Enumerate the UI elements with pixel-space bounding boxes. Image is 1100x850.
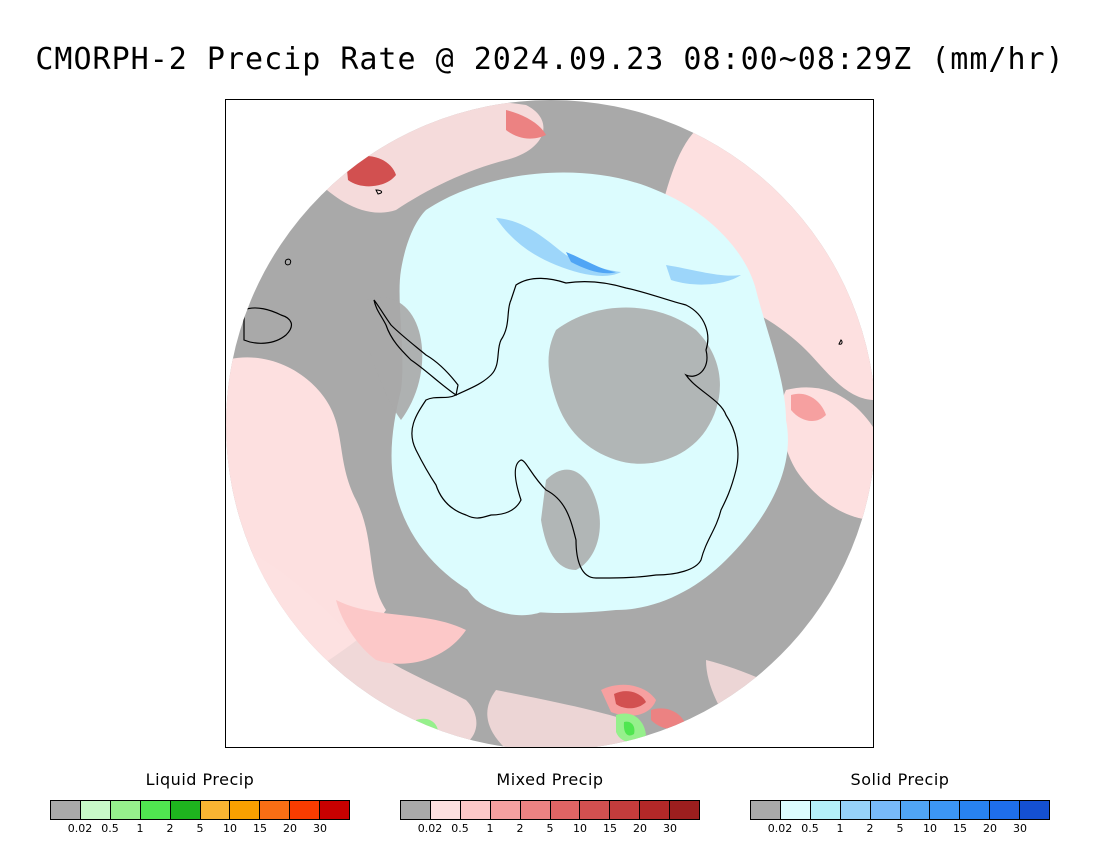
legend-tick-label: 2 [516, 822, 524, 835]
legend-tick-label: 0.5 [451, 822, 469, 835]
legend-tick-label: 10 [923, 822, 937, 835]
mixed-precip-core-northwest [346, 155, 396, 187]
legend-color-box [840, 801, 871, 819]
legend-color-box [670, 801, 700, 819]
legend-color-box [260, 801, 291, 819]
legend-title: Liquid Precip [145, 770, 255, 789]
legend-tick-label: 5 [896, 822, 904, 835]
antarctica-coastline [411, 277, 739, 579]
legend-tick-label: 20 [283, 822, 297, 835]
island-coastline-3 [838, 339, 843, 345]
legend-tick-label: 20 [983, 822, 997, 835]
mixed-precip-core-east [791, 393, 826, 422]
legend-color-box [230, 801, 261, 819]
legend-mixed-precip: Mixed Precip 0.02 0.5 1 2 5 10 15 20 30 [400, 770, 700, 836]
solid-precip-band-3 [666, 265, 741, 285]
antarctic-peninsula-coastline [373, 299, 459, 396]
polar-precip-map [226, 100, 873, 747]
legend-tick-label: 10 [223, 822, 237, 835]
mixed-precip-core-north [506, 110, 546, 139]
solid-precip-streak-north [426, 239, 686, 295]
legend-tick-label: 2 [866, 822, 874, 835]
legend-color-box [550, 801, 581, 819]
legend-ticks: 0.02 0.5 1 2 5 10 15 20 30 [400, 822, 700, 836]
legend-tick-label: 2 [166, 822, 174, 835]
legend-tick-label: 0.02 [67, 822, 93, 835]
legend-color-box [990, 801, 1021, 819]
legend-tick-label: 1 [836, 822, 844, 835]
legend-color-box [870, 801, 901, 819]
legend-color-box [580, 801, 611, 819]
legend-tick-label: 30 [663, 822, 677, 835]
legend-color-bar [750, 800, 1050, 820]
legend-color-box [170, 801, 201, 819]
legend-tick-label: 5 [196, 822, 204, 835]
island-coastline-2 [375, 189, 383, 195]
legend-color-box [900, 801, 931, 819]
island-coastline-1 [284, 258, 292, 266]
legend-color-box [780, 801, 811, 819]
no-precip-patch-peninsula [366, 297, 423, 420]
legend-tick-label: 15 [953, 822, 967, 835]
legend-ticks: 0.02 0.5 1 2 5 10 15 20 30 [50, 822, 350, 836]
legend-color-box [460, 801, 491, 819]
legend-tick-label: 1 [136, 822, 144, 835]
legend-ticks: 0.02 0.5 1 2 5 10 15 20 30 [750, 822, 1050, 836]
map-frame [225, 99, 874, 748]
map-title: CMORPH-2 Precip Rate @ 2024.09.23 08:00~… [35, 42, 1065, 77]
legend-tick-label: 1 [486, 822, 494, 835]
legend-color-box [640, 801, 671, 819]
mixed-precip-core-southeast [651, 708, 686, 730]
mixed-precip-core-south-inner [614, 691, 646, 709]
legend-color-box [960, 801, 991, 819]
legend-color-box [200, 801, 231, 819]
legend-color-box [140, 801, 171, 819]
legend-color-box [610, 801, 641, 819]
legend-color-box [751, 801, 781, 819]
legend-color-box [490, 801, 521, 819]
legend-liquid-precip: Liquid Precip 0.02 0.5 1 2 5 10 15 20 30 [50, 770, 350, 836]
legend-color-box [401, 801, 431, 819]
legend-color-box [290, 801, 321, 819]
legend-tick-label: 0.02 [417, 822, 443, 835]
legend-tick-label: 30 [313, 822, 327, 835]
legend-color-box [110, 801, 141, 819]
mixed-precip-band [336, 600, 466, 664]
south-america-coastline [243, 307, 293, 344]
legend-color-box [1020, 801, 1050, 819]
legend-color-box [320, 801, 350, 819]
legend-color-box [810, 801, 841, 819]
legend-tick-label: 0.5 [101, 822, 119, 835]
legend-tick-label: 10 [573, 822, 587, 835]
legend-color-bar [50, 800, 350, 820]
legend-solid-precip: Solid Precip 0.02 0.5 1 2 5 10 15 20 30 [750, 770, 1050, 836]
mixed-precip-region-east [780, 387, 873, 520]
legend-tick-label: 20 [633, 822, 647, 835]
legend-tick-label: 0.5 [801, 822, 819, 835]
mixed-precip-region-northeast [656, 130, 873, 400]
legend-tick-label: 15 [603, 822, 617, 835]
mixed-precip-region-south [487, 690, 645, 747]
legend-color-bar [400, 800, 700, 820]
legend-color-box [430, 801, 461, 819]
legend-color-box [520, 801, 551, 819]
legend-title: Mixed Precip [496, 770, 604, 789]
legend-color-box [80, 801, 111, 819]
legend-color-box [51, 801, 81, 819]
no-precip-patch-antarctic-east [548, 307, 720, 464]
legend-tick-label: 5 [546, 822, 554, 835]
solid-precip-band-1 [496, 218, 621, 276]
legend-tick-label: 0.02 [767, 822, 793, 835]
legend-title: Solid Precip [850, 770, 950, 789]
legend-tick-label: 30 [1013, 822, 1027, 835]
liquid-precip-core-south-inner [623, 721, 635, 736]
legend-color-box [930, 801, 961, 819]
solid-precip-band-2 [566, 252, 616, 274]
mixed-precip-region-southeast [706, 660, 873, 747]
solid-precip-tongue [457, 530, 546, 616]
legend-tick-label: 15 [253, 822, 267, 835]
